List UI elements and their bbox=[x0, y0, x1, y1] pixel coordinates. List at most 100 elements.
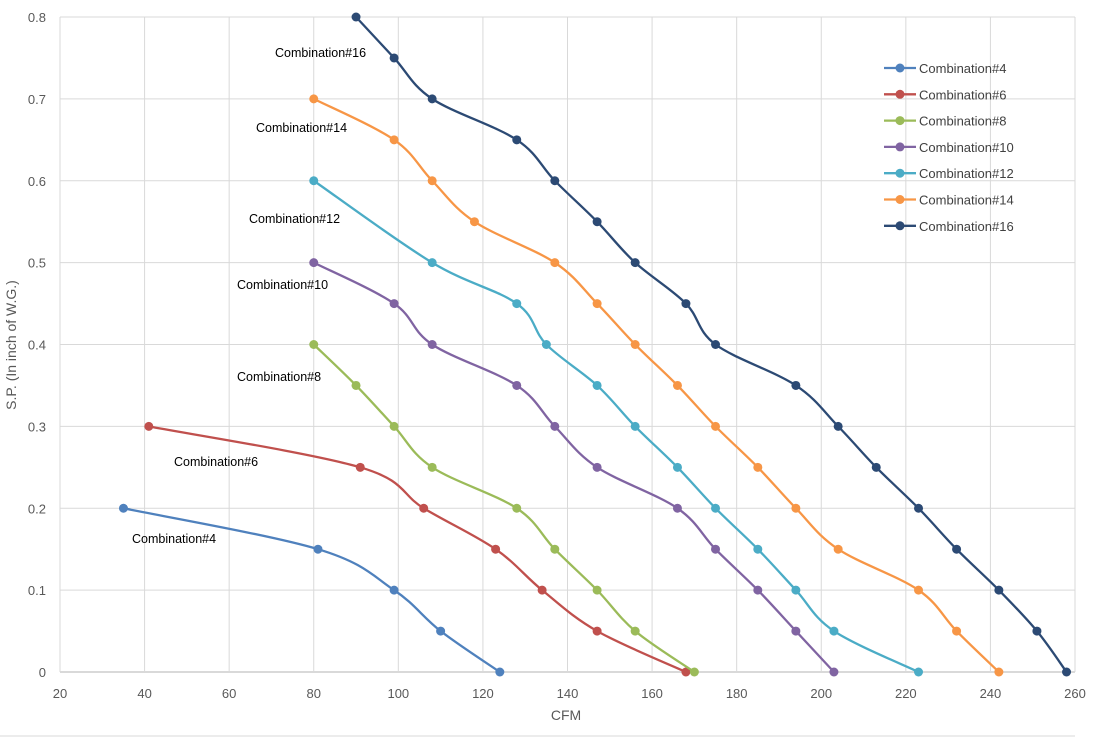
data-point bbox=[427, 258, 437, 268]
data-point bbox=[791, 380, 801, 390]
data-point bbox=[389, 53, 399, 63]
data-point bbox=[537, 585, 547, 595]
x-tick-label: 20 bbox=[53, 686, 67, 701]
series-combination-10 bbox=[309, 258, 839, 677]
data-point bbox=[630, 340, 640, 349]
x-tick-label: 240 bbox=[980, 686, 1002, 701]
x-tick-label: 200 bbox=[810, 686, 832, 701]
annotation-combination-12: Combination#12 bbox=[249, 212, 340, 226]
data-point bbox=[427, 340, 437, 349]
x-tick-label: 140 bbox=[557, 686, 579, 701]
data-point bbox=[914, 503, 924, 513]
data-point bbox=[829, 626, 839, 636]
data-point bbox=[469, 217, 479, 227]
annotation-combination-16: Combination#16 bbox=[275, 46, 366, 60]
y-tick-label: 0.8 bbox=[28, 10, 46, 25]
data-point bbox=[994, 585, 1004, 595]
data-point bbox=[491, 544, 501, 554]
data-point bbox=[672, 462, 682, 472]
data-point bbox=[952, 544, 962, 554]
series-line bbox=[313, 179, 920, 674]
data-point bbox=[592, 585, 602, 595]
y-tick-label: 0.6 bbox=[28, 174, 46, 189]
legend-item: Combination#16 bbox=[884, 219, 1014, 234]
grid bbox=[59, 16, 1076, 673]
data-point bbox=[351, 380, 361, 390]
y-tick-label: 0.5 bbox=[28, 256, 46, 271]
data-point bbox=[512, 503, 522, 513]
data-point bbox=[389, 585, 399, 595]
legend-marker bbox=[895, 116, 905, 126]
y-tick-label: 0.3 bbox=[28, 419, 46, 434]
data-point bbox=[952, 626, 962, 636]
data-point bbox=[118, 503, 128, 513]
data-point bbox=[144, 421, 154, 431]
data-point bbox=[1062, 667, 1072, 677]
data-point bbox=[309, 176, 319, 186]
data-point bbox=[753, 585, 763, 595]
y-tick-label: 0.2 bbox=[28, 501, 46, 516]
x-tick-label: 100 bbox=[387, 686, 409, 701]
legend-label: Combination#8 bbox=[919, 114, 1006, 129]
data-point bbox=[550, 421, 560, 431]
data-point bbox=[389, 421, 399, 431]
y-tick-label: 0.1 bbox=[28, 583, 46, 598]
data-point bbox=[791, 503, 801, 513]
data-point bbox=[550, 176, 560, 186]
annotation-combination-8: Combination#8 bbox=[237, 370, 321, 384]
data-point bbox=[833, 544, 843, 554]
series-combination-8 bbox=[309, 340, 699, 677]
series-group bbox=[118, 12, 1072, 677]
data-point bbox=[791, 585, 801, 595]
legend-marker bbox=[895, 221, 905, 231]
x-tick-label: 40 bbox=[137, 686, 151, 701]
data-point bbox=[871, 462, 881, 472]
data-point bbox=[711, 421, 721, 431]
data-point bbox=[833, 421, 843, 431]
data-point bbox=[672, 380, 682, 390]
x-tick-label: 120 bbox=[472, 686, 494, 701]
data-point bbox=[753, 544, 763, 554]
legend-marker bbox=[895, 63, 905, 73]
x-tick-label: 260 bbox=[1064, 686, 1086, 701]
data-point bbox=[309, 340, 319, 349]
legend-label: Combination#16 bbox=[919, 219, 1014, 234]
annotation-combination-10: Combination#10 bbox=[237, 278, 328, 292]
y-tick-label: 0 bbox=[39, 665, 46, 680]
annotation-combination-4: Combination#4 bbox=[132, 532, 216, 546]
data-point bbox=[309, 94, 319, 104]
data-point bbox=[427, 94, 437, 104]
data-point bbox=[389, 299, 399, 309]
data-point bbox=[495, 667, 505, 677]
x-tick-label: 160 bbox=[641, 686, 663, 701]
data-point bbox=[829, 667, 839, 677]
data-point bbox=[1032, 626, 1042, 636]
data-point bbox=[630, 421, 640, 431]
legend: Combination#4 Combination#6 Combination#8 C… bbox=[884, 61, 1014, 234]
x-tick-label: 220 bbox=[895, 686, 917, 701]
legend-marker bbox=[895, 195, 905, 204]
data-point bbox=[630, 626, 640, 636]
x-axis-title: CFM bbox=[551, 707, 581, 723]
data-point bbox=[592, 217, 602, 227]
x-tick-label: 60 bbox=[222, 686, 236, 701]
data-point bbox=[313, 544, 323, 554]
y-tick-label: 0.7 bbox=[28, 92, 46, 107]
series-combination-16 bbox=[351, 12, 1072, 677]
data-point bbox=[711, 544, 721, 554]
data-point bbox=[550, 544, 560, 554]
data-point bbox=[512, 135, 522, 145]
data-point bbox=[512, 380, 522, 390]
data-point bbox=[550, 258, 560, 268]
y-axis-title: S.P. (In inch of W.G.) bbox=[3, 280, 19, 410]
series-combination-14 bbox=[309, 94, 1004, 677]
data-point bbox=[419, 503, 429, 513]
legend-item: Combination#10 bbox=[884, 140, 1014, 155]
x-tick-label: 180 bbox=[726, 686, 748, 701]
legend-item: Combination#8 bbox=[884, 114, 1006, 129]
data-point bbox=[630, 258, 640, 268]
data-point bbox=[681, 299, 691, 309]
legend-marker bbox=[895, 89, 905, 99]
legend-item: Combination#14 bbox=[884, 193, 1014, 208]
